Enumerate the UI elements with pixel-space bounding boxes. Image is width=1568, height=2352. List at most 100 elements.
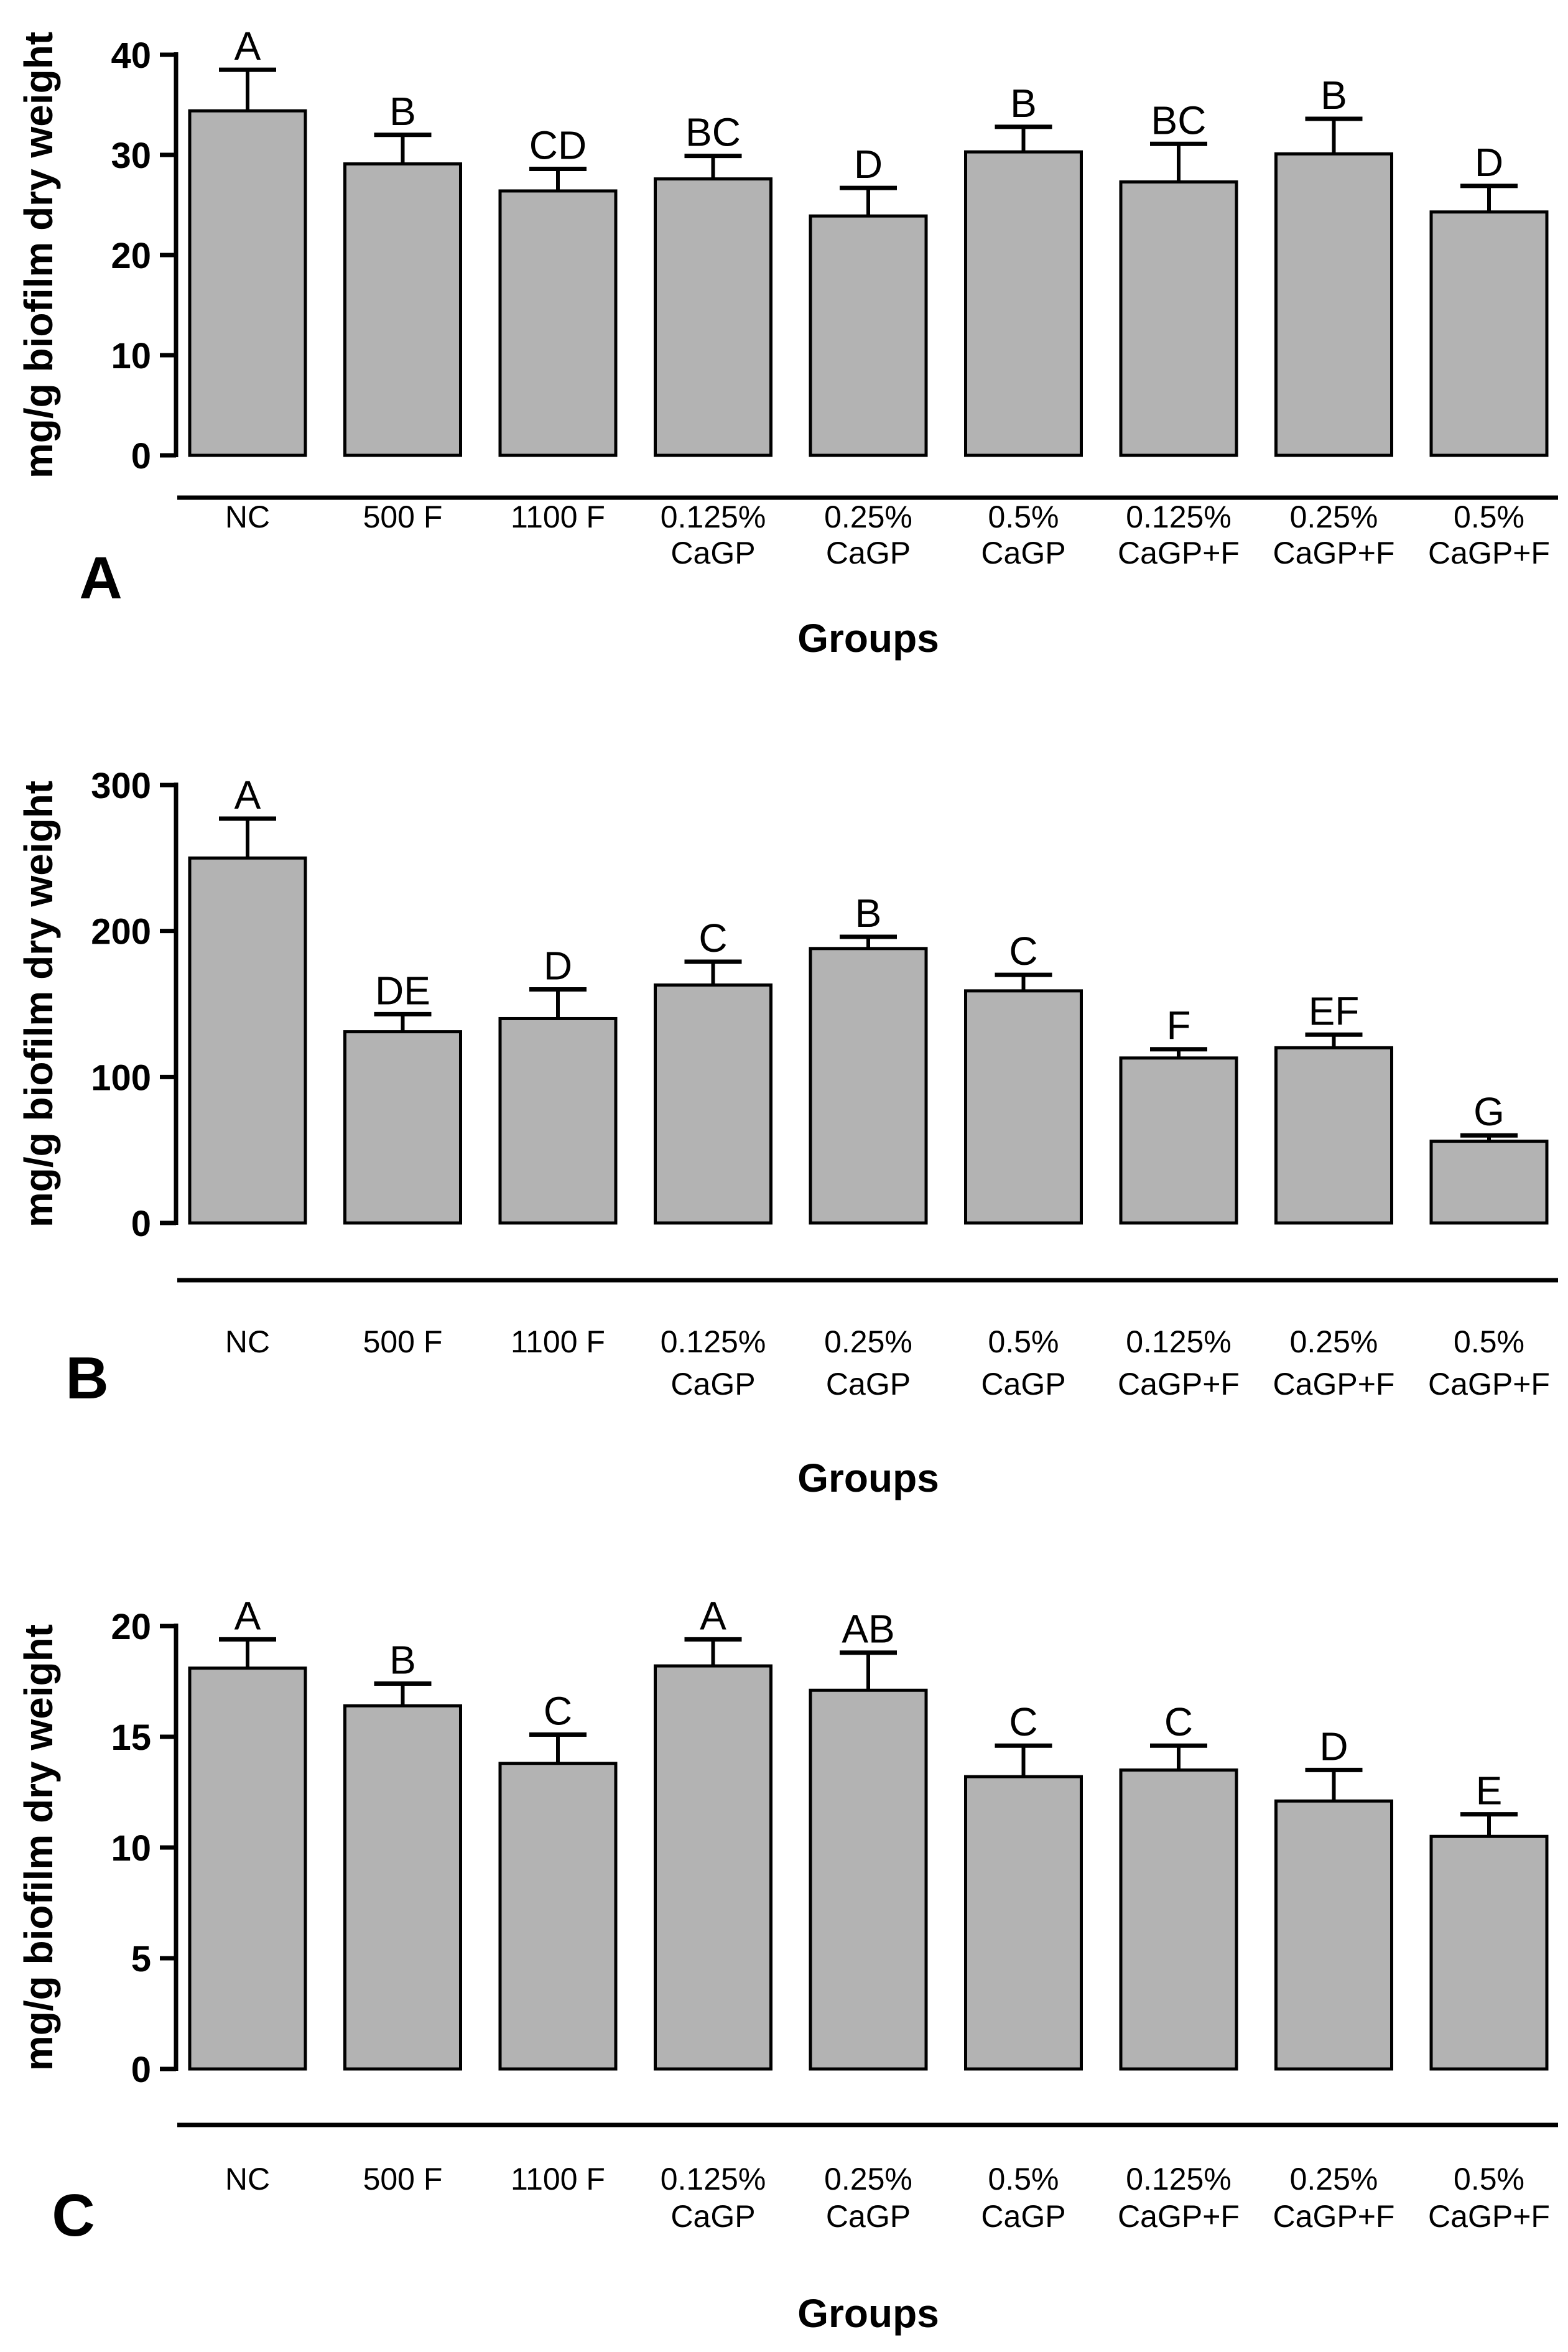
category-label-line2: CaGP+F	[1118, 2199, 1240, 2234]
sig-letter: B	[855, 891, 882, 936]
sig-letter: A	[234, 24, 261, 68]
category-label: 1100 F	[511, 500, 605, 534]
category-label: 0.25%	[824, 500, 912, 534]
y-axis-title: mg/g biofilm dry weight	[16, 781, 61, 1227]
category-label-line2: CaGP+F	[1428, 2199, 1550, 2234]
y-tick-label: 0	[131, 1204, 151, 1244]
category-label: 0.5%	[988, 2162, 1059, 2196]
bar	[1119, 1056, 1238, 1225]
sig-letter: BC	[1151, 98, 1207, 142]
category-label: NC	[225, 1324, 270, 1359]
panel-letter: C	[52, 2182, 95, 2249]
panel-letter: A	[79, 545, 122, 611]
category-label: 0.5%	[988, 500, 1059, 534]
category-label: 0.5%	[1454, 1324, 1524, 1359]
sig-letter: BC	[685, 110, 741, 155]
bar	[498, 1762, 618, 2071]
x-axis-title: Groups	[797, 2291, 939, 2336]
category-label-line2: CaGP	[826, 1367, 911, 1401]
y-tick-label: 0	[131, 436, 151, 476]
sig-letter: AB	[842, 1607, 894, 1652]
panel-C: 0 5 10 15 20 mg/g biofilm dry weight A B C A AB C C D…	[0, 1530, 1568, 2352]
category-label-line2: CaGP	[670, 2199, 755, 2234]
y-tick-label: 15	[111, 1718, 151, 1758]
category-label: NC	[225, 2162, 270, 2196]
category-label-line2: CaGP+F	[1118, 1367, 1240, 1401]
y-tick-label: 30	[111, 136, 151, 176]
category-label-line2: CaGP	[981, 2199, 1065, 2234]
sig-letter: D	[1319, 1724, 1348, 1769]
y-tick-label: 10	[111, 336, 151, 376]
category-label-line2: CaGP	[826, 536, 911, 570]
bar	[964, 989, 1083, 1225]
sig-letter: F	[1166, 1003, 1190, 1048]
bar	[343, 1030, 462, 1225]
sig-letter: B	[389, 1638, 416, 1683]
y-axis-title: mg/g biofilm dry weight	[16, 1624, 61, 2071]
bar	[188, 1666, 307, 2071]
category-label: 500 F	[363, 1324, 443, 1359]
bar	[654, 983, 772, 1225]
x-axis-title: Groups	[797, 616, 939, 661]
sig-letter: B	[389, 89, 416, 134]
bar	[809, 947, 928, 1225]
sig-letter: CD	[529, 123, 587, 168]
category-label: 0.125%	[661, 2162, 766, 2196]
bar	[1119, 1768, 1238, 2071]
category-label: 0.5%	[1454, 2162, 1524, 2196]
category-label: 0.125%	[1126, 2162, 1232, 2196]
y-tick-label: 100	[91, 1057, 151, 1098]
category-label: 0.125%	[1126, 1324, 1232, 1359]
sig-letter: D	[1475, 140, 1503, 185]
sig-letter: G	[1473, 1089, 1505, 1134]
sig-letter: B	[1010, 81, 1037, 126]
panel-B: 0 100 200 300 mg/g biofilm dry weight A DE D C B C…	[0, 703, 1568, 1530]
category-label: 0.25%	[1290, 2162, 1378, 2196]
category-label-line2: CaGP+F	[1273, 536, 1395, 570]
panel-B-chart: 0 100 200 300 mg/g biofilm dry weight A DE D C B C…	[16, 766, 1558, 1500]
y-tick-label: 20	[111, 1607, 151, 1647]
y-tick-label: 0	[131, 2050, 151, 2090]
category-label: 500 F	[363, 500, 443, 534]
y-tick-label: 300	[91, 766, 151, 806]
sig-letter: EF	[1309, 988, 1360, 1033]
sig-letter: C	[1009, 929, 1037, 974]
bar	[809, 1688, 928, 2071]
bar	[343, 162, 462, 457]
category-label-line2: CaGP+F	[1428, 536, 1550, 570]
bar	[498, 189, 618, 457]
bar	[188, 109, 307, 457]
category-label: 0.25%	[1290, 1324, 1378, 1359]
category-label: 0.125%	[1126, 500, 1232, 534]
category-label: 0.5%	[988, 1324, 1059, 1359]
bar	[343, 1704, 462, 2071]
sig-letter: DE	[375, 968, 430, 1013]
category-label-line2: CaGP+F	[1428, 1367, 1550, 1401]
bar	[654, 1664, 772, 2071]
sig-letter: C	[698, 916, 727, 960]
bar	[498, 1016, 618, 1225]
y-tick-label: 10	[111, 1828, 151, 1869]
category-label: 500 F	[363, 2162, 443, 2196]
category-label-line2: CaGP	[981, 536, 1065, 570]
sig-letter: C	[1009, 1699, 1037, 1744]
bar	[1429, 1834, 1549, 2071]
sig-letter: C	[1164, 1699, 1193, 1744]
sig-letter: A	[234, 1593, 261, 1638]
category-label-line2: CaGP	[981, 1367, 1065, 1401]
sig-letter: D	[854, 142, 883, 187]
bar	[1274, 1799, 1393, 2071]
bar	[1429, 210, 1549, 457]
bar	[964, 150, 1083, 457]
sig-letter: E	[1476, 1769, 1503, 1813]
category-label: 0.25%	[824, 2162, 912, 2196]
bar	[1274, 152, 1393, 457]
category-label-line2: CaGP+F	[1118, 536, 1240, 570]
category-label: 1100 F	[511, 1324, 605, 1359]
category-label: 0.25%	[824, 1324, 912, 1359]
sig-letter: C	[544, 1688, 572, 1733]
category-label-line2: CaGP	[670, 1367, 755, 1401]
